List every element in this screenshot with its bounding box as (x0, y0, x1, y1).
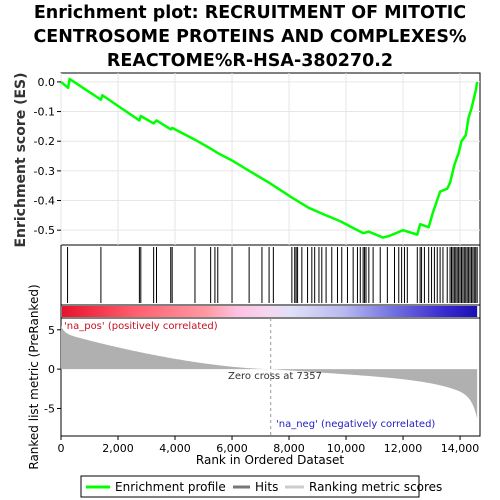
x-tick-label: 4,000 (159, 442, 191, 455)
es-y-tick-label: 0.0 (38, 76, 56, 89)
es-y-tick-label: -0.1 (34, 106, 55, 119)
es-panel (60, 72, 481, 246)
es-y-tick-label: -0.4 (34, 195, 55, 208)
metric-y-tick-label: 5 (48, 324, 55, 337)
rank-color-bar (62, 306, 478, 317)
x-tick-label: 10,000 (327, 442, 366, 455)
chart-title-line-3: REACTOME%R-HSA-380270.2 (106, 51, 394, 71)
x-axis-label: Rank in Ordered Dataset (196, 453, 344, 467)
x-tick-label: 6,000 (216, 442, 248, 455)
es-y-tick-label: -0.2 (34, 135, 55, 148)
x-tick-label: 0 (58, 442, 65, 455)
metric-y-tick-label: -5 (44, 402, 55, 415)
es-y-tick-label: -0.5 (34, 224, 55, 237)
chart-title-line-1: Enrichment plot: RECRUITMENT OF MITOTIC (33, 3, 467, 23)
chart-title-line-2: CENTROSOME PROTEINS AND COMPLEXES% (33, 27, 467, 47)
x-tick-label: 12,000 (384, 442, 423, 455)
es-axis-label: Enrichment score (ES) (13, 72, 29, 247)
pos-label: 'na_pos' (positively correlated) (64, 321, 218, 332)
x-tick-label: 14,000 (441, 442, 480, 455)
zero-cross-label: Zero cross at 7357 (228, 371, 322, 382)
legend-metric-label: Ranking metric scores (309, 480, 442, 494)
hits-panel (60, 244, 481, 306)
neg-label: 'na_neg' (negatively correlated) (276, 419, 435, 430)
metric-axis-label: Ranked list metric (PreRanked) (27, 284, 41, 469)
x-tick-label: 8,000 (273, 442, 305, 455)
x-tick-label: 2,000 (102, 442, 134, 455)
metric-y-tick-label: 0 (48, 363, 55, 376)
es-y-tick-label: -0.3 (34, 165, 55, 178)
legend-hits-label: Hits (255, 480, 278, 494)
enrichment-profile-line (60, 77, 479, 239)
legend-profile-label: Enrichment profile (115, 480, 226, 494)
